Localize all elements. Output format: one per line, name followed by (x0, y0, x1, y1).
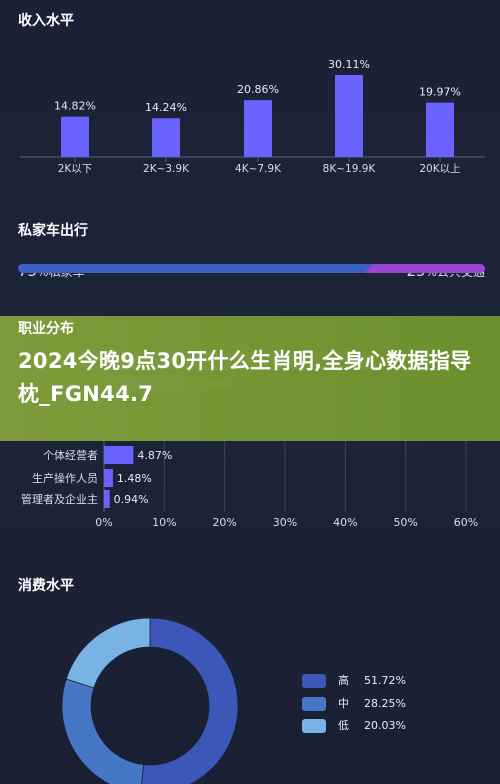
occupation-x-tick-label: 30% (273, 516, 297, 529)
legend-label-high: 高 (338, 674, 349, 687)
occupation-bar (104, 446, 134, 464)
legend-value-mid: 28.25% (364, 697, 406, 710)
occupation-bar (104, 469, 113, 487)
donut-slice (65, 617, 151, 689)
occupation-x-tick-label: 20% (212, 516, 236, 529)
income-category-label: 20K以上 (419, 163, 460, 175)
occupation-x-tick-label: 50% (393, 516, 417, 529)
income-bar (244, 100, 272, 157)
income-bar (152, 118, 180, 157)
consumption-title: 消费水平 (18, 578, 74, 594)
car-split-bar (18, 264, 485, 273)
car-title: 私家车出行 (18, 223, 88, 239)
occupation-category-label: 个体经营者 (43, 448, 98, 462)
income-bar (61, 116, 89, 157)
occupation-bar-label: 4.87% (137, 449, 172, 462)
occupation-x-tick-label: 40% (333, 516, 357, 529)
income-category-label: 2K以下 (58, 163, 93, 175)
occupation-category-label: 管理者及企业主 (21, 492, 98, 506)
occupation-category-label: 生产操作人员 (32, 471, 98, 485)
occupation-x-tick-label: 0% (95, 516, 112, 529)
legend-value-low: 20.03% (364, 719, 406, 732)
legend-item-mid: 中 28.25% (302, 695, 406, 711)
legend-label-low: 低 (338, 719, 349, 732)
occupation-bar-label: 0.94% (114, 493, 149, 506)
occupation-bar-label: 1.48% (117, 472, 152, 485)
donut-slice (141, 617, 239, 784)
legend-value-high: 51.72% (364, 674, 406, 687)
legend-swatch-high (302, 674, 326, 688)
private-car-bar-segment (18, 264, 373, 273)
income-bar-label: 20.86% (237, 83, 279, 96)
donut-slice (61, 678, 145, 784)
income-bar-label: 14.82% (54, 100, 96, 113)
income-bar (335, 75, 363, 157)
legend-swatch-mid (302, 697, 326, 711)
public-transport-bar-segment (364, 264, 485, 273)
income-category-label: 8K~19.9K (323, 163, 377, 175)
consumption-donut-chart (61, 617, 239, 784)
occupation-title: 职业分布 (18, 321, 74, 337)
income-category-label: 4K~7.9K (235, 163, 282, 175)
occupation-x-tick-label: 10% (152, 516, 176, 529)
legend-swatch-low (302, 719, 326, 733)
income-bar (426, 102, 454, 157)
banner-overlay (0, 316, 500, 441)
banner-title: 2024今晚9点30开什么生肖明,全身心数据指导枕_FGN44.7 (18, 349, 472, 406)
occupation-x-tick-label: 60% (454, 516, 478, 529)
income-bar-chart: 14.82% 2K以下 14.24% 2K~3.9K 20.86% 4K~7.9K 30.1… (20, 58, 485, 175)
income-bar-label: 14.24% (145, 101, 187, 114)
income-bar-label: 19.97% (419, 86, 461, 99)
occupation-bar (104, 490, 110, 508)
income-category-label: 2K~3.9K (143, 163, 190, 175)
income-title: 收入水平 (18, 13, 74, 29)
legend-item-low: 低 20.03% (302, 717, 406, 733)
income-bar-label: 30.11% (328, 58, 370, 71)
legend-label-mid: 中 (338, 697, 349, 710)
legend-item-high: 高 51.72% (302, 672, 406, 688)
